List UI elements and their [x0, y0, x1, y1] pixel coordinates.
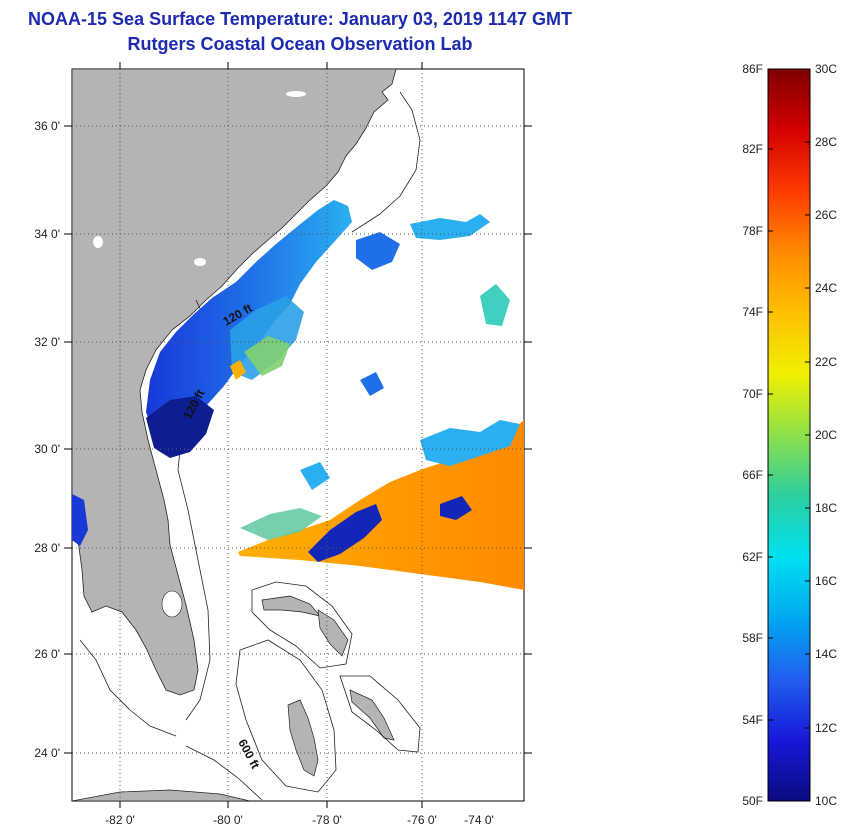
lon-label: -76 0'	[407, 813, 437, 827]
colorbar-f-label: 62F	[742, 550, 763, 564]
lat-label: 32 0'	[34, 335, 60, 349]
sst-patch-frontal	[420, 420, 520, 466]
sst-patch-cold-core	[146, 396, 214, 458]
colorbar-c-label: 14C	[815, 647, 837, 661]
bahamas-andros	[287, 699, 319, 777]
lat-label: 34 0'	[34, 227, 60, 241]
colorbar-f-label: 70F	[742, 387, 763, 401]
sst-patch-mid-2	[300, 462, 330, 490]
land-mainland	[72, 69, 397, 696]
sst-patch-warm-spot	[230, 360, 246, 380]
colorbar-f-label: 78F	[742, 224, 763, 238]
lat-label: 36 0'	[34, 119, 60, 133]
sst-patch-north-2	[410, 214, 490, 240]
colorbar-fahrenheit-labels: 86F 82F 78F 74F 70F 66F 62F 58F 54F 50F	[742, 62, 763, 808]
colorbar-ticks	[768, 141, 810, 729]
map-content: 120 ft 120 ft 600 ft	[72, 69, 524, 801]
colorbar-f-label: 66F	[742, 468, 763, 482]
lon-label: -78 0'	[312, 813, 342, 827]
lat-label: 26 0'	[34, 647, 60, 661]
sst-patch-cold-eddy	[308, 504, 382, 562]
sst-patch-east	[480, 284, 510, 326]
colorbar-c-label: 12C	[815, 721, 837, 735]
colorbar-f-label: 58F	[742, 631, 763, 645]
lon-label: -82 0'	[105, 813, 135, 827]
colorbar-f-label: 54F	[742, 713, 763, 727]
bahamas-eleuthera	[349, 689, 395, 741]
latitude-labels: 36 0' 34 0' 32 0' 30 0' 28 0' 26 0' 24 0…	[34, 119, 60, 760]
bahamas-grand-bahama	[261, 595, 321, 617]
colorbar-c-label: 30C	[815, 62, 837, 76]
map-title: NOAA-15 Sea Surface Temperature: January…	[28, 9, 572, 29]
colorbar-c-label: 28C	[815, 135, 837, 149]
inland-lake	[194, 258, 206, 266]
cuba-coast	[72, 789, 251, 801]
colorbar-f-label: 82F	[742, 142, 763, 156]
sst-patch-west-edge	[72, 494, 88, 546]
colorbar-c-label: 10C	[815, 794, 837, 808]
lon-label: -74 0'	[464, 813, 494, 827]
sst-patch-north	[356, 232, 400, 270]
map-subtitle: Rutgers Coastal Ocean Observation Lab	[127, 34, 473, 54]
lon-label: -80 0'	[213, 813, 243, 827]
colorbar-c-label: 22C	[815, 355, 837, 369]
lat-label: 24 0'	[34, 746, 60, 760]
sst-patch-frontal-2	[240, 508, 322, 540]
colorbar-c-label: 16C	[815, 574, 837, 588]
colorbar-celsius-labels: 30C 28C 26C 24C 22C 20C 18C 16C 14C 12C …	[815, 62, 837, 808]
colorbar-c-label: 20C	[815, 428, 837, 442]
lake-okeechobee	[161, 590, 183, 618]
lat-label: 30 0'	[34, 442, 60, 456]
sst-patch-mid	[360, 372, 384, 396]
bahamas-abaco	[317, 609, 349, 657]
longitude-labels: -82 0' -80 0' -78 0' -76 0' -74 0'	[105, 813, 494, 827]
colorbar-c-label: 18C	[815, 501, 837, 515]
map-graticule	[72, 69, 524, 801]
lat-label: 28 0'	[34, 541, 60, 555]
inland-lake	[93, 236, 103, 248]
colorbar-f-label: 86F	[742, 62, 763, 76]
inland-lake	[286, 91, 306, 97]
sst-patch-warming	[244, 336, 290, 376]
colorbar-f-label: 50F	[742, 794, 763, 808]
colorbar	[767, 68, 811, 802]
map-axis-ticks	[64, 62, 532, 808]
colorbar-f-label: 74F	[742, 305, 763, 319]
sst-patch-cold-eddy-2	[440, 496, 472, 520]
colorbar-c-label: 26C	[815, 208, 837, 222]
colorbar-c-label: 24C	[815, 281, 837, 295]
